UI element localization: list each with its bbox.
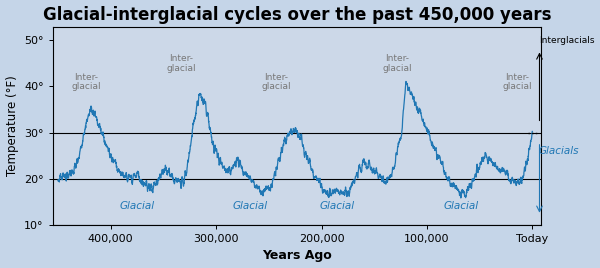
Text: Glacials: Glacials xyxy=(539,146,580,157)
Text: Inter-
glacial: Inter- glacial xyxy=(167,54,196,73)
Text: Glacial: Glacial xyxy=(119,201,155,211)
Text: Glacial: Glacial xyxy=(320,201,355,211)
Text: Inter-
glacial: Inter- glacial xyxy=(262,73,291,91)
Text: Glacial: Glacial xyxy=(232,201,268,211)
Text: Glacial: Glacial xyxy=(443,201,478,211)
Title: Glacial-interglacial cycles over the past 450,000 years: Glacial-interglacial cycles over the pas… xyxy=(43,6,551,24)
Text: Interglacials: Interglacials xyxy=(539,36,595,45)
Y-axis label: Temperature (°F): Temperature (°F) xyxy=(5,75,19,176)
Text: Inter-
glacial: Inter- glacial xyxy=(71,73,101,91)
Text: Inter-
glacial: Inter- glacial xyxy=(383,54,412,73)
Text: Inter-
glacial: Inter- glacial xyxy=(503,73,532,91)
X-axis label: Years Ago: Years Ago xyxy=(262,250,332,262)
